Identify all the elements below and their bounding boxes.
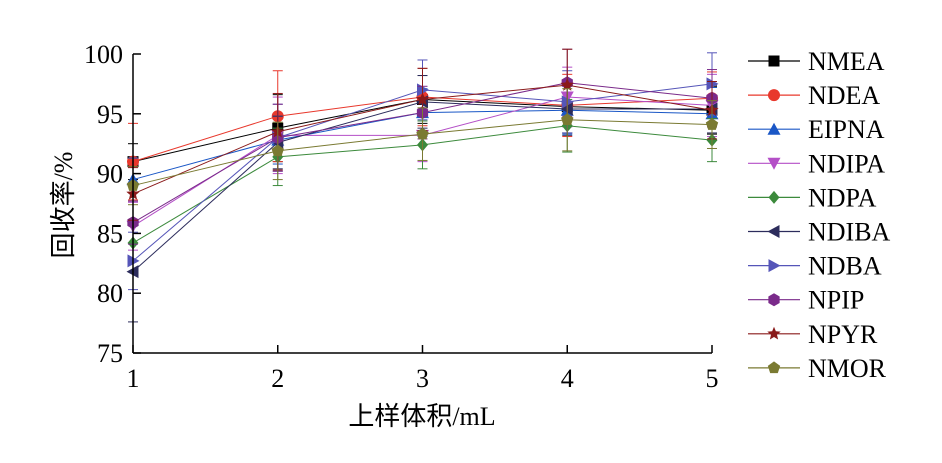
data-point	[271, 144, 284, 157]
series-nmor	[126, 88, 719, 206]
legend-marker	[767, 326, 781, 340]
y-axis-label: 回收率/%	[49, 152, 78, 259]
legend-marker	[767, 361, 781, 374]
legend-item: EIPNA	[748, 115, 885, 144]
legend-label: NDIBA	[808, 218, 891, 247]
legend-marker	[767, 157, 781, 170]
legend-item: NPIP	[748, 286, 864, 315]
legend-label: NMOR	[808, 354, 887, 383]
legend-label: NDBA	[808, 252, 882, 281]
legend: NMEA NDEA EIPNA NDIPA NDPA NDIBA NDBA NPIP NPYR N…	[748, 47, 891, 383]
x-tick-label: 4	[561, 364, 574, 393]
data-point	[561, 113, 574, 126]
legend-item: NDIBA	[748, 218, 891, 247]
legend-marker	[768, 259, 781, 273]
plot-area	[126, 48, 719, 323]
legend-item: NMEA	[748, 47, 885, 76]
legend-label: NMEA	[808, 47, 885, 76]
legend-label: NPYR	[808, 320, 878, 349]
data-point	[705, 118, 719, 130]
y-tick-label: 95	[97, 100, 123, 129]
x-tick-label: 2	[271, 364, 284, 393]
y-tick-label: 85	[97, 219, 123, 248]
data-point	[560, 78, 574, 91]
legend-label: EIPNA	[808, 115, 885, 144]
y-tick-label: 75	[97, 339, 123, 368]
x-tick-label: 3	[416, 364, 429, 393]
x-axis-label: 上样体积/mL	[348, 402, 495, 431]
legend-item: NDEA	[748, 81, 880, 110]
data-point	[415, 92, 430, 106]
y-tick-label: 80	[97, 279, 123, 308]
legend-item: NDPA	[748, 183, 877, 212]
legend-marker	[767, 225, 780, 238]
x-tick-label: 5	[706, 364, 719, 393]
legend-item: NDBA	[748, 252, 882, 281]
legend-marker	[768, 293, 780, 307]
legend-label: NDPA	[808, 183, 877, 212]
legend-label: NDIPA	[808, 149, 885, 178]
legend-marker	[767, 122, 781, 135]
legend-marker	[768, 190, 780, 204]
y-tick-label: 90	[97, 160, 123, 189]
legend-label: NPIP	[808, 286, 864, 315]
legend-item: NPYR	[748, 320, 878, 349]
legend-marker	[768, 55, 780, 67]
legend-item: NMOR	[748, 354, 887, 383]
axes: 75 80 85 90 95 100 1 2 3 4 5	[84, 40, 719, 393]
x-tick-label: 1	[127, 364, 140, 393]
data-point	[416, 127, 429, 140]
legend-item: NDIPA	[748, 149, 885, 178]
legend-marker	[768, 89, 780, 102]
legend-label: NDEA	[808, 81, 880, 110]
y-tick-label: 100	[84, 40, 123, 69]
